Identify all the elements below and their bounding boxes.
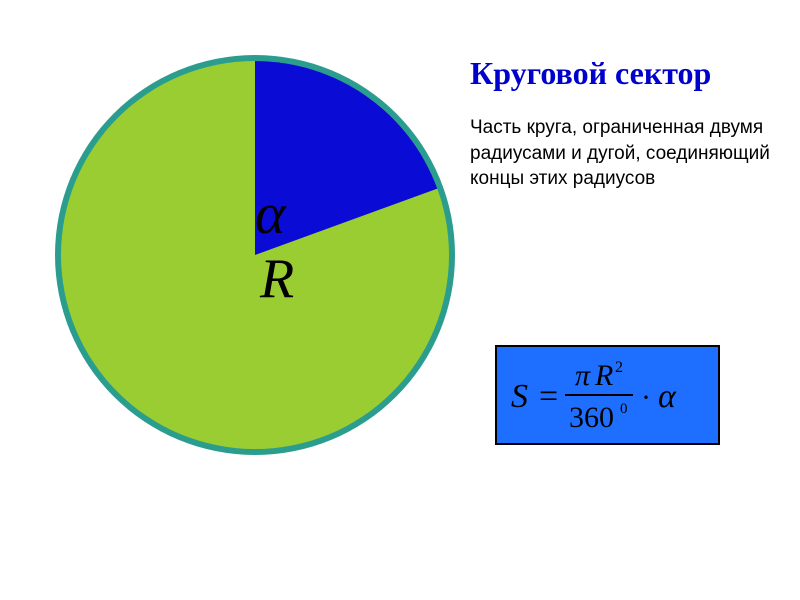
formula-alpha: α <box>658 378 677 415</box>
formula-denom: 360 <box>569 401 614 434</box>
formula-S: S <box>511 378 528 415</box>
formula-pi: π <box>575 359 591 392</box>
formula-R: R <box>594 359 613 392</box>
page-title: Круговой сектор <box>470 55 711 92</box>
definition-text: Часть круга, ограниченная двумя радиусам… <box>470 115 770 192</box>
sector-diagram <box>55 55 455 455</box>
pie-svg <box>55 55 455 455</box>
alpha-label: α <box>255 180 285 247</box>
formula-box: S = π R 2 360 0 · α <box>495 345 720 445</box>
formula-R-exp: 2 <box>615 359 623 376</box>
formula-denom-exp: 0 <box>620 401 628 417</box>
radius-label: R <box>260 247 294 311</box>
formula-eq: = <box>539 378 558 415</box>
formula-dot: · <box>641 381 651 414</box>
formula-svg: S = π R 2 360 0 · α <box>503 351 713 439</box>
